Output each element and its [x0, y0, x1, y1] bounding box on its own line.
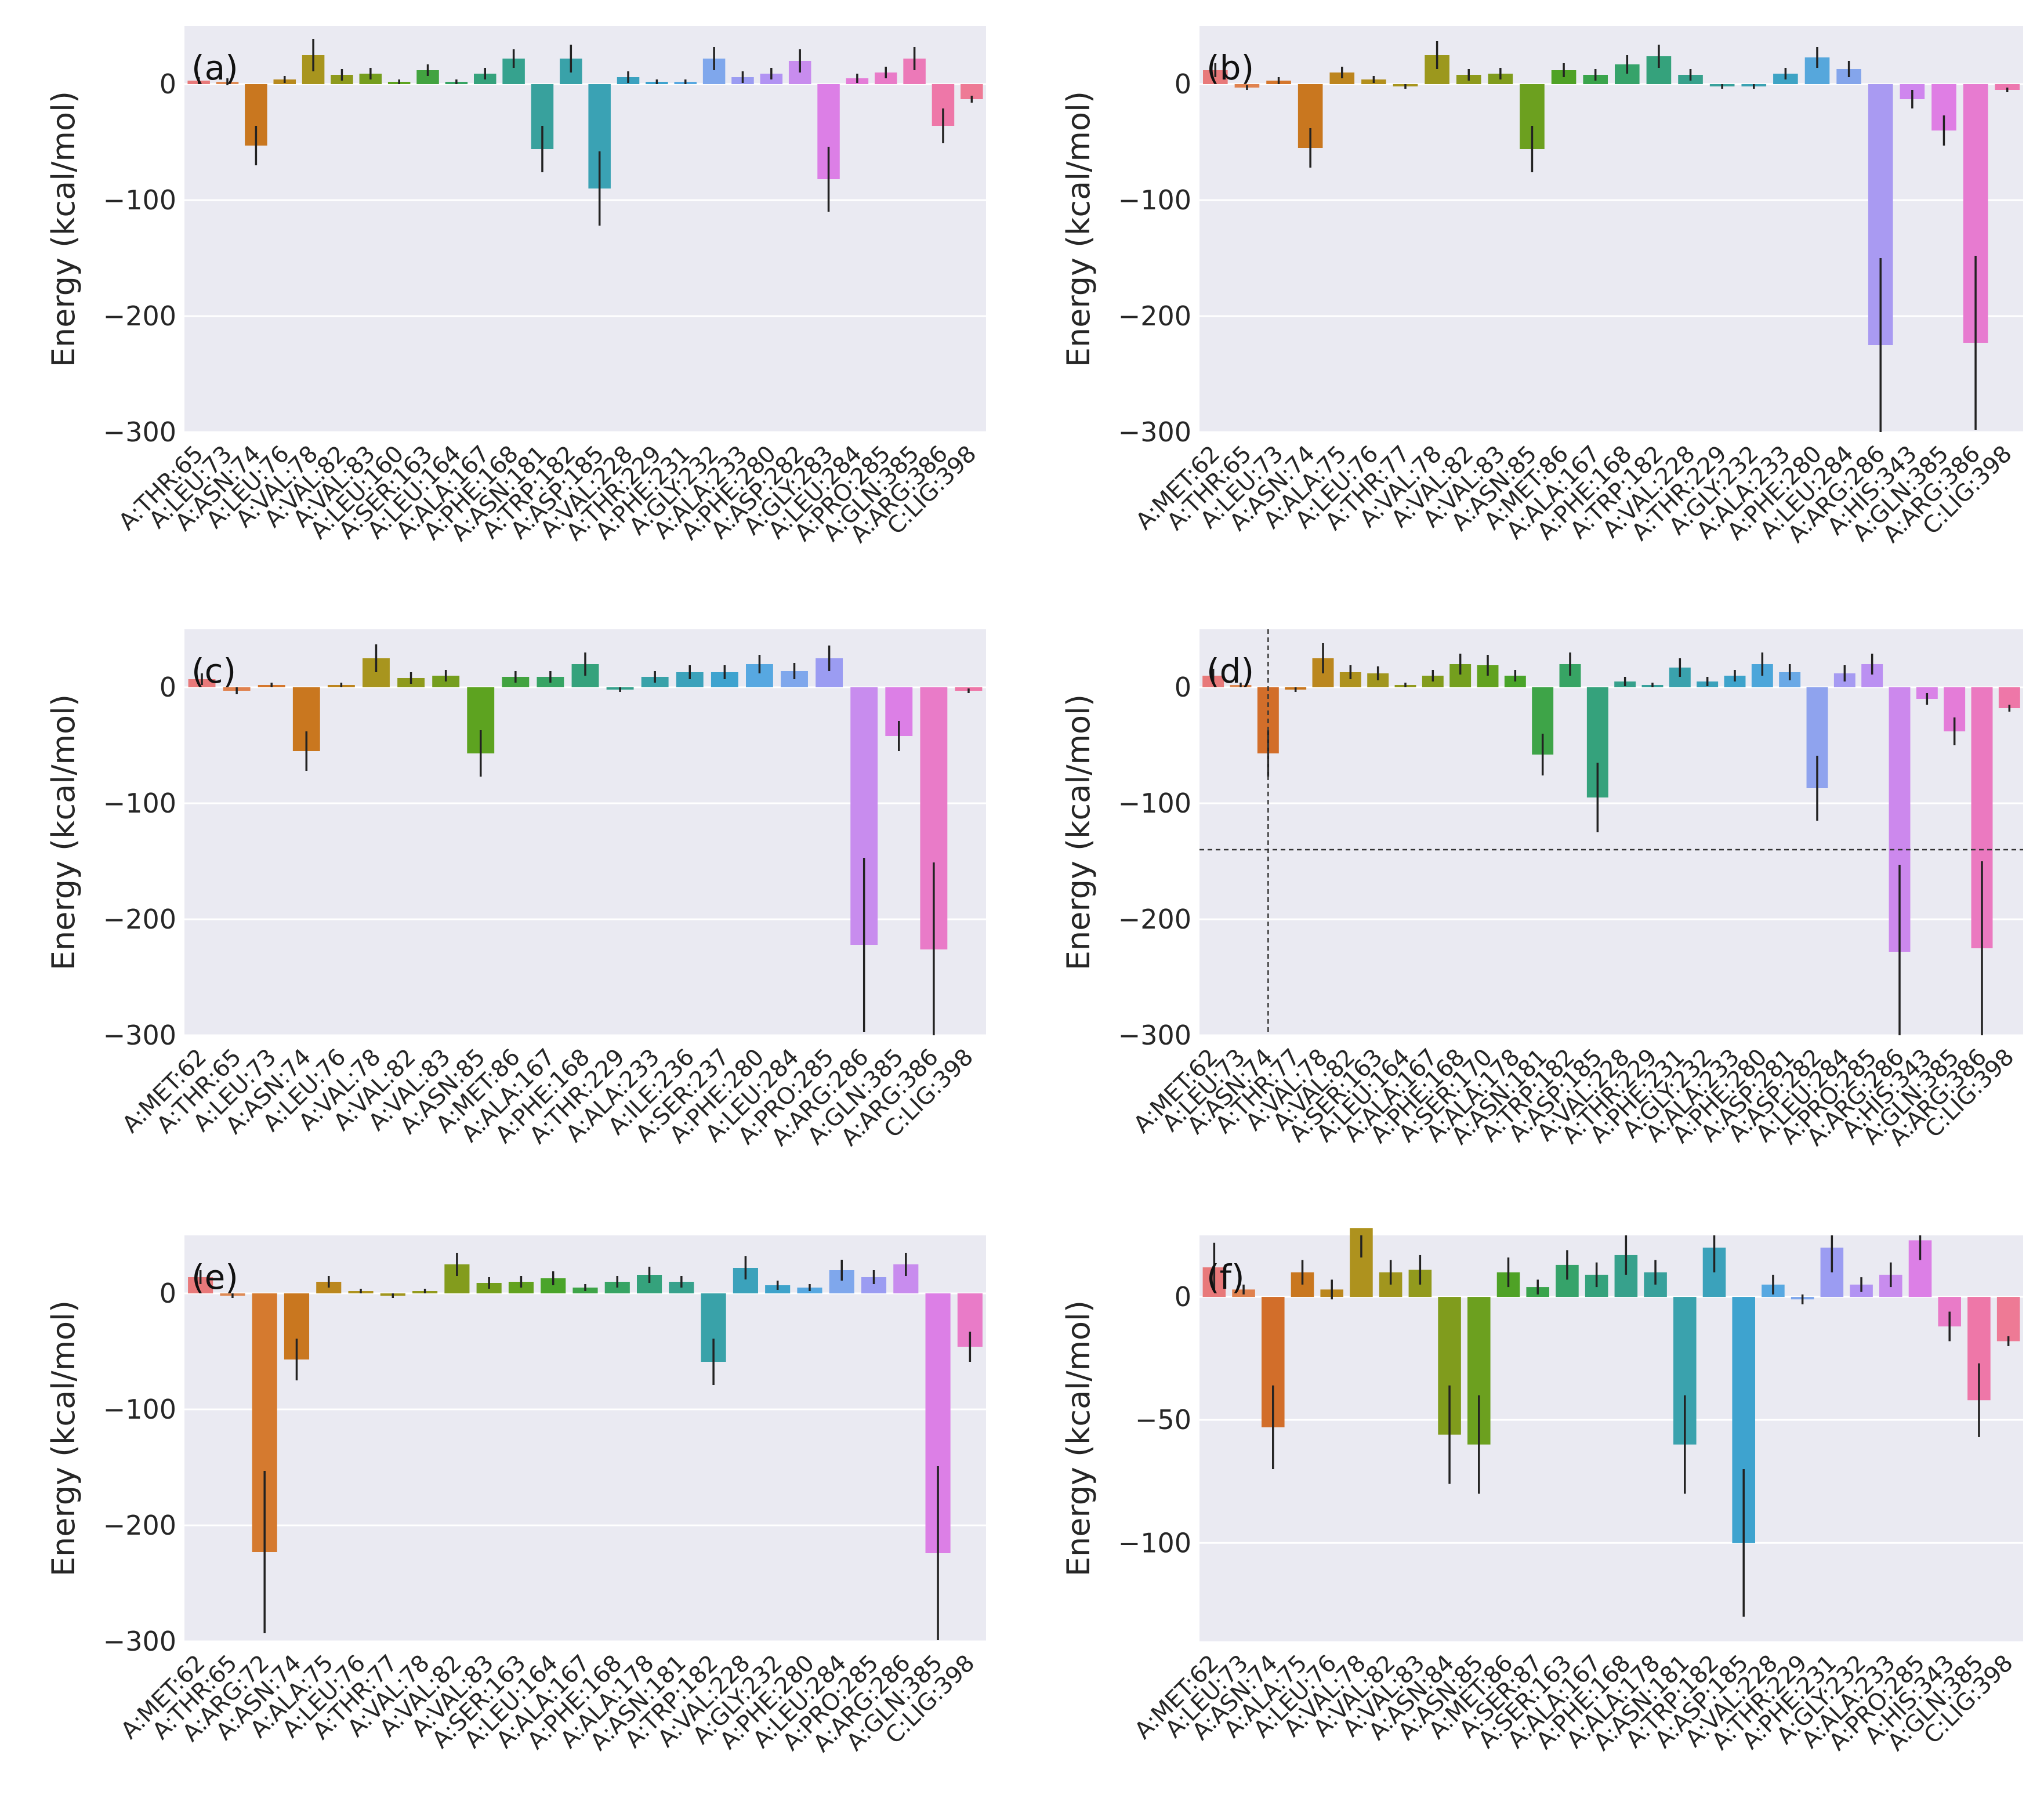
panel-label: (b): [1206, 48, 1254, 88]
y-tick-label: −100: [1118, 184, 1191, 216]
y-axis-label: Energy (kcal/mol): [1060, 91, 1097, 367]
y-tick-label: −200: [1118, 300, 1191, 332]
y-tick-label: −100: [103, 1394, 176, 1425]
plot-background: [1199, 26, 2023, 432]
y-tick-label: −200: [1118, 904, 1191, 935]
y-axis-label: Energy (kcal/mol): [1060, 1300, 1097, 1576]
y-tick-label: 0: [1175, 1281, 1191, 1313]
panel-label: (e): [191, 1257, 238, 1297]
bar: [1995, 84, 2020, 90]
panel-label: (d): [1206, 651, 1254, 691]
y-tick-label: −100: [1118, 788, 1191, 819]
y-tick-label: 0: [1175, 672, 1191, 703]
plot-background: [184, 26, 986, 432]
y-tick-label: −100: [103, 184, 176, 216]
y-tick-label: −200: [103, 300, 176, 332]
y-tick-label: −300: [1118, 416, 1191, 448]
y-tick-label: −200: [103, 904, 176, 935]
y-tick-label: −100: [1118, 1527, 1191, 1558]
plot-background: [184, 1235, 986, 1641]
y-axis-label: Energy (kcal/mol): [45, 1300, 82, 1576]
plot-background: [1199, 629, 2023, 1035]
y-tick-label: 0: [160, 672, 176, 703]
y-tick-label: −100: [103, 788, 176, 819]
bar: [1996, 1297, 2020, 1342]
y-tick-label: −300: [103, 1020, 176, 1051]
y-tick-label: −200: [103, 1510, 176, 1541]
panel-label: (c): [191, 651, 236, 691]
y-axis-label: Energy (kcal/mol): [1060, 694, 1097, 970]
plot-background: [1199, 1235, 2023, 1641]
y-tick-label: 0: [160, 68, 176, 100]
y-tick-label: 0: [160, 1278, 176, 1309]
y-tick-label: −300: [103, 416, 176, 448]
y-axis-label: Energy (kcal/mol): [45, 91, 82, 367]
panel-label: (f): [1206, 1257, 1245, 1297]
panel-label: (a): [191, 48, 238, 88]
y-tick-label: −300: [103, 1626, 176, 1657]
y-tick-label: 0: [1175, 68, 1191, 100]
y-axis-label: Energy (kcal/mol): [45, 694, 82, 970]
y-tick-label: −300: [1118, 1020, 1191, 1051]
y-tick-label: −50: [1135, 1404, 1191, 1435]
